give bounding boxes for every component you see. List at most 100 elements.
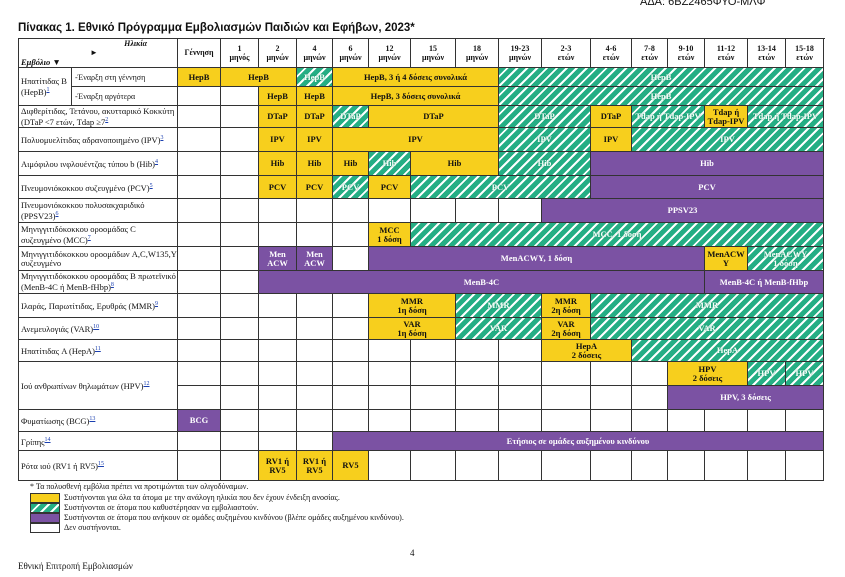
vaccine-name-text: Ιλαράς, Παρωτίτιδας, Ερυθράς (MMR)9: [21, 300, 158, 311]
column-header-line: μηνών: [421, 52, 445, 62]
schedule-cell: MMR 2η δόση: [542, 294, 591, 318]
empty-cell: [221, 362, 259, 386]
schedule-cell: IPV: [297, 128, 333, 152]
cell-text: HepB: [188, 71, 210, 82]
empty-cell: [297, 432, 333, 451]
empty-cell: [221, 318, 259, 340]
column-header-line: μηνών: [303, 52, 326, 62]
empty-cell: [456, 199, 499, 223]
schedule-cell: MenACWY, 1 δόση: [369, 247, 705, 271]
schedule-cell: PPSV23: [542, 199, 824, 223]
empty-cell: [221, 294, 259, 318]
footnote-ref: 3: [160, 135, 164, 142]
empty-cell: [591, 362, 632, 386]
empty-cell: [221, 432, 259, 451]
schedule-cell: DTaP: [591, 106, 632, 128]
empty-cell: [221, 340, 259, 362]
empty-cell: [786, 410, 824, 432]
vaccine-name: Μηνιγγιτιδόκοκκου οροομάδας C συζευγμένο…: [18, 223, 178, 247]
vaccine-name-text: Γρίπης14: [21, 436, 51, 447]
column-header-line: 6: [348, 43, 353, 53]
cell-text: Hib: [382, 158, 397, 168]
vaccine-name-text: Φυματίωσης (BCG)13: [21, 415, 95, 426]
cell-text: PCV: [268, 181, 287, 192]
empty-cell: [456, 362, 499, 386]
vaccine-name-text: Ηπατίτιδας B (HepB)1: [21, 76, 71, 97]
empty-cell: [369, 451, 411, 481]
vaccine-name: Μηνιγγιτιδόκοκκου οροομάδων A,C,W135,Y σ…: [18, 247, 178, 271]
empty-cell: [333, 410, 369, 432]
cell-text: IPV: [537, 134, 552, 144]
schedule-cell: HPV 2 δόσεις: [668, 362, 748, 386]
cell-text: IPV: [603, 134, 619, 144]
empty-cell: [542, 451, 591, 481]
schedule-cell: Tdap ή Tdap-IPV: [632, 106, 705, 128]
cell-text: HPV, 3 δόσεις: [720, 392, 771, 402]
empty-cell: [748, 410, 786, 432]
empty-cell: [221, 451, 259, 481]
cell-text: RV1 ή RV5: [265, 455, 290, 475]
vaccine-name: Ηπατίτιδας A (HepA)11: [18, 340, 178, 362]
column-header-line: 12: [385, 43, 394, 53]
column-header-line: 2-3: [560, 43, 572, 53]
vaccine-name-label: Ηπατίτιδας A (HepA): [21, 345, 95, 356]
legend-text: Δεν συστήνονται.: [64, 523, 121, 532]
sub-label: -Έναρξη στη γέννηση: [72, 68, 178, 87]
schedule-cell: MenB-4C: [259, 271, 705, 294]
schedule-cell: HPV: [786, 362, 824, 386]
vaccine-name: Διφθερίτιδας, Τετάνου, ακυτταρικό Κοκκύτ…: [18, 106, 178, 128]
cell-text: HPV: [757, 368, 776, 378]
column-header: 2-3 ετών: [542, 38, 591, 68]
vaccine-name: Ανεμευλογιάς (VAR)10: [18, 318, 178, 340]
footnote-ref: 14: [44, 436, 51, 443]
vaccine-name-label: Γρίπης: [21, 436, 45, 447]
empty-cell: [178, 199, 221, 223]
empty-cell: [499, 199, 542, 223]
cell-text: Hib: [307, 158, 322, 168]
corner-cell: Ηλικία ► Εμβόλιο ▼: [18, 38, 178, 68]
column-header: 15-18 ετών: [786, 38, 824, 68]
schedule-cell: MenACW Y: [705, 247, 748, 271]
empty-cell: [259, 410, 297, 432]
empty-cell: [178, 432, 221, 451]
empty-cell: [411, 386, 456, 410]
empty-cell: [178, 176, 221, 199]
empty-cell: [178, 128, 221, 152]
column-header-line: ετών: [758, 52, 775, 62]
schedule-cell: HepB: [178, 68, 221, 87]
cell-text: IPV: [307, 134, 322, 144]
schedule-cell: BCG: [178, 410, 221, 432]
cell-text: MenACW Y: [707, 248, 745, 268]
schedule-cell: IPV: [333, 128, 499, 152]
sub-label: -Έναρξη αργότερα: [72, 87, 178, 106]
empty-cell: [705, 410, 748, 432]
column-header-line: 7-8: [644, 43, 655, 53]
empty-cell: [259, 386, 297, 410]
empty-cell: [591, 386, 632, 410]
column-header-line: Γέννηση: [184, 48, 214, 57]
schedule-cell: HepA: [632, 340, 824, 362]
legend-swatch: [30, 503, 60, 513]
vaccine-name: Πολυομυελίτιδας αδρανοποιημένο (IPV)3: [18, 128, 178, 152]
schedule-cell: HepB: [499, 68, 824, 87]
vaccine-name-label: Μηνιγγιτιδόκοκκου οροομάδας B πρωτεϊνικό…: [21, 271, 176, 292]
column-header: 9-10 ετών: [668, 38, 705, 68]
vaccine-name-label: Διφθερίτιδας, Τετάνου, ακυτταρικό Κοκκύτ…: [21, 105, 175, 127]
footnote-ref: 9: [154, 301, 158, 308]
cell-text: IPV: [408, 134, 423, 144]
schedule-cell: HepB: [297, 68, 333, 87]
vaccine-name-text: Ηπατίτιδας A (HepA)11: [21, 345, 101, 356]
schedule-cell: RV5: [333, 451, 369, 481]
cell-text: MMR 1η δόση: [397, 295, 427, 315]
cell-text: HepB: [650, 90, 672, 101]
footnote-ref: 10: [93, 324, 100, 331]
column-header-line: μηνών: [508, 52, 532, 62]
vaccine-name-text: Ανεμευλογιάς (VAR)10: [21, 323, 99, 334]
footnote-ref: 5: [149, 182, 153, 189]
schedule-cell: PCV: [369, 176, 411, 199]
schedule-cell: VAR: [591, 318, 824, 340]
column-header-line: 1: [237, 43, 242, 53]
empty-cell: [333, 362, 369, 386]
column-header-line: μηνών: [339, 52, 362, 62]
footnote-ref: 15: [97, 461, 104, 468]
